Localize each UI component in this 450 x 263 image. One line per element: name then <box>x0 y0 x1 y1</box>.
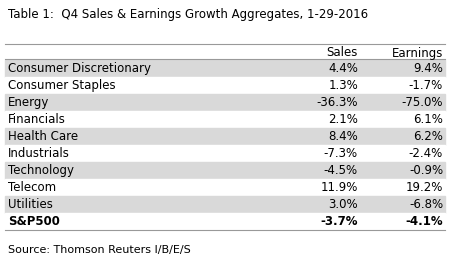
Text: 4.4%: 4.4% <box>328 62 358 75</box>
Text: -4.5%: -4.5% <box>324 164 358 177</box>
Text: 8.4%: 8.4% <box>328 130 358 143</box>
Bar <box>5 179 445 196</box>
Text: -36.3%: -36.3% <box>316 96 358 109</box>
Text: Utilities: Utilities <box>8 198 53 211</box>
Text: 2.1%: 2.1% <box>328 113 358 126</box>
Text: Health Care: Health Care <box>8 130 78 143</box>
Text: Technology: Technology <box>8 164 74 177</box>
Text: Earnings: Earnings <box>392 47 443 59</box>
Text: Industrials: Industrials <box>8 147 70 160</box>
Bar <box>5 60 445 77</box>
Text: 6.1%: 6.1% <box>413 113 443 126</box>
Bar <box>5 145 445 162</box>
Text: Table 1:  Q4 Sales & Earnings Growth Aggregates, 1-29-2016: Table 1: Q4 Sales & Earnings Growth Aggr… <box>8 8 368 21</box>
Bar <box>5 213 445 230</box>
Text: -2.4%: -2.4% <box>409 147 443 160</box>
Text: Sales: Sales <box>327 47 358 59</box>
Text: -6.8%: -6.8% <box>409 198 443 211</box>
Bar <box>5 77 445 94</box>
Text: Energy: Energy <box>8 96 50 109</box>
Text: Consumer Discretionary: Consumer Discretionary <box>8 62 151 75</box>
Bar <box>5 196 445 213</box>
Text: 3.0%: 3.0% <box>328 198 358 211</box>
Bar <box>5 94 445 111</box>
Bar <box>5 128 445 145</box>
Text: Telecom: Telecom <box>8 181 56 194</box>
Text: -75.0%: -75.0% <box>401 96 443 109</box>
Text: 1.3%: 1.3% <box>328 79 358 92</box>
Bar <box>5 162 445 179</box>
Text: 11.9%: 11.9% <box>320 181 358 194</box>
Text: -3.7%: -3.7% <box>320 215 358 228</box>
Text: Source: Thomson Reuters I/B/E/S: Source: Thomson Reuters I/B/E/S <box>8 245 191 255</box>
Text: 9.4%: 9.4% <box>413 62 443 75</box>
Text: 6.2%: 6.2% <box>413 130 443 143</box>
Text: -4.1%: -4.1% <box>405 215 443 228</box>
Text: 19.2%: 19.2% <box>405 181 443 194</box>
Text: -1.7%: -1.7% <box>409 79 443 92</box>
Bar <box>5 111 445 128</box>
Text: Financials: Financials <box>8 113 66 126</box>
Text: S&P500: S&P500 <box>8 215 60 228</box>
Text: -7.3%: -7.3% <box>324 147 358 160</box>
Text: -0.9%: -0.9% <box>409 164 443 177</box>
Text: Consumer Staples: Consumer Staples <box>8 79 116 92</box>
